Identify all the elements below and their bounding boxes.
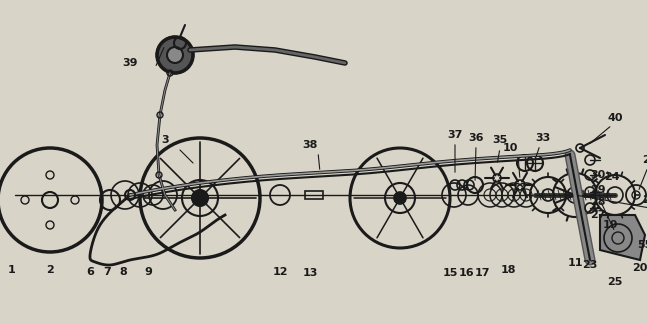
Text: 3: 3 bbox=[161, 135, 169, 145]
Text: 17: 17 bbox=[474, 268, 490, 278]
Text: 40: 40 bbox=[608, 113, 623, 123]
Text: 7: 7 bbox=[103, 267, 111, 277]
Text: 33: 33 bbox=[535, 133, 551, 143]
Text: 27: 27 bbox=[590, 210, 606, 220]
Text: 15: 15 bbox=[443, 268, 457, 278]
Text: 24: 24 bbox=[604, 172, 620, 182]
Text: 20: 20 bbox=[632, 263, 647, 273]
Text: 29: 29 bbox=[590, 185, 606, 195]
Text: 11: 11 bbox=[567, 258, 583, 268]
Text: 10: 10 bbox=[502, 143, 518, 153]
Text: 6: 6 bbox=[86, 267, 94, 277]
Text: 19: 19 bbox=[602, 220, 618, 230]
Text: 36: 36 bbox=[468, 133, 484, 143]
Text: 37: 37 bbox=[447, 130, 463, 140]
Text: 39: 39 bbox=[122, 58, 138, 68]
Circle shape bbox=[394, 192, 406, 204]
Circle shape bbox=[192, 190, 208, 206]
Circle shape bbox=[167, 47, 183, 63]
Text: 9: 9 bbox=[144, 267, 152, 277]
Text: 16: 16 bbox=[458, 268, 474, 278]
Text: 23: 23 bbox=[582, 260, 598, 270]
Text: 28: 28 bbox=[590, 197, 606, 207]
Text: 38: 38 bbox=[302, 140, 318, 150]
Text: 30: 30 bbox=[590, 170, 606, 180]
Polygon shape bbox=[600, 215, 645, 260]
Text: 21: 21 bbox=[642, 195, 647, 205]
Circle shape bbox=[157, 37, 193, 73]
Text: 55: 55 bbox=[637, 240, 647, 250]
Text: 8: 8 bbox=[119, 267, 127, 277]
Text: 12: 12 bbox=[272, 267, 288, 277]
Text: 13: 13 bbox=[302, 268, 318, 278]
Text: 18: 18 bbox=[500, 265, 516, 275]
Text: 2: 2 bbox=[46, 265, 54, 275]
Text: 26: 26 bbox=[642, 155, 647, 165]
Text: 35: 35 bbox=[492, 135, 508, 145]
Text: 25: 25 bbox=[608, 277, 622, 287]
Text: 1: 1 bbox=[8, 265, 16, 275]
